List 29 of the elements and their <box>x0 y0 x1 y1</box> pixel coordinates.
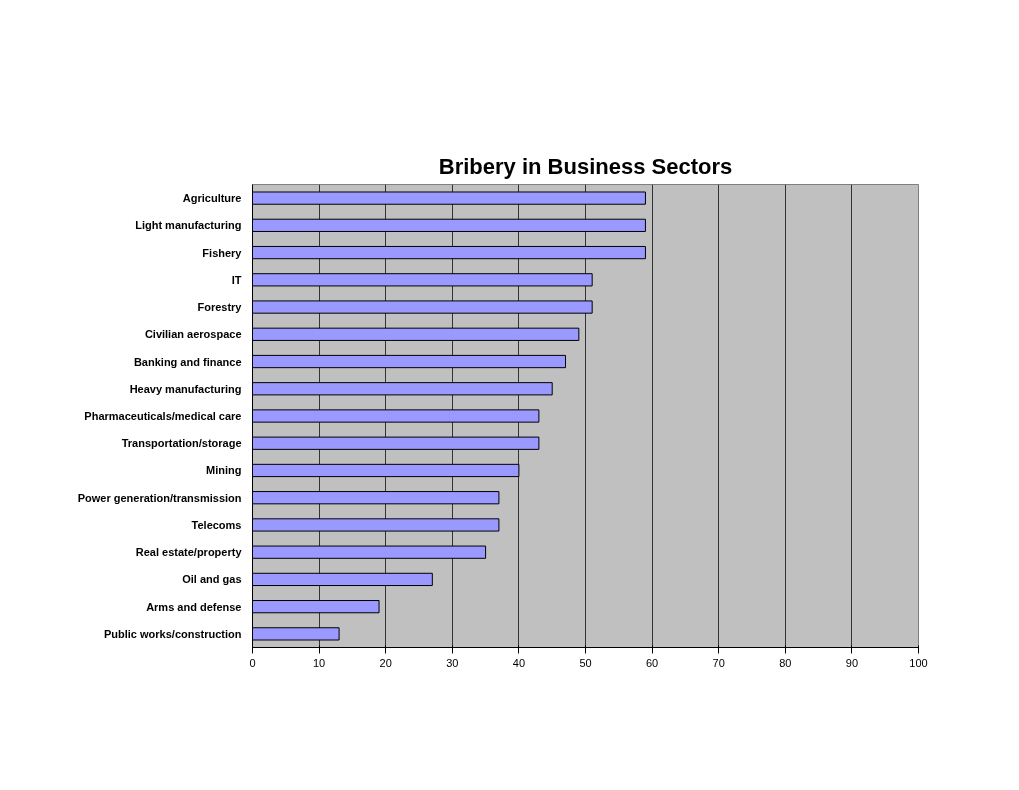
x-tick-label: 20 <box>379 656 392 669</box>
x-tick-label: 100 <box>909 656 928 669</box>
x-tick-label: 50 <box>579 656 592 669</box>
y-tick-label: Power generation/transmission <box>77 491 242 504</box>
x-tick-label: 70 <box>712 656 725 669</box>
x-tick-label: 90 <box>845 656 859 669</box>
y-tick-label: Telecoms <box>191 518 242 531</box>
y-tick-label: Heavy manufacturing <box>129 382 242 395</box>
y-tick-label: Forestry <box>197 301 243 314</box>
y-tick-label: Light manufacturing <box>135 219 242 232</box>
x-tick-label: 60 <box>645 656 659 669</box>
x-tick-label: 10 <box>312 656 326 669</box>
chart-title: Bribery in Business Sectors <box>438 153 733 179</box>
y-tick-label: Public works/construction <box>103 627 242 640</box>
x-tick-label: 30 <box>446 656 459 669</box>
x-tick-label: 0 <box>249 656 256 669</box>
y-tick-label: Real estate/property <box>135 546 243 559</box>
y-tick-label: Civilian aerospace <box>144 328 242 341</box>
y-tick-label: Pharmaceuticals/medical care <box>84 410 242 422</box>
y-tick-label: Fishery <box>202 246 243 259</box>
y-tick-label: IT <box>231 273 242 286</box>
y-tick-label: Mining <box>206 464 242 477</box>
y-tick-label: Oil and gas <box>182 573 242 586</box>
y-tick-label: Banking and finance <box>133 355 242 368</box>
y-tick-label: Agriculture <box>182 192 242 205</box>
y-tick-label: Arms and defense <box>146 600 242 613</box>
y-tick-label: Transportation/storage <box>121 437 242 450</box>
x-tick-label: 40 <box>512 656 526 669</box>
x-tick-label: 80 <box>779 656 792 669</box>
